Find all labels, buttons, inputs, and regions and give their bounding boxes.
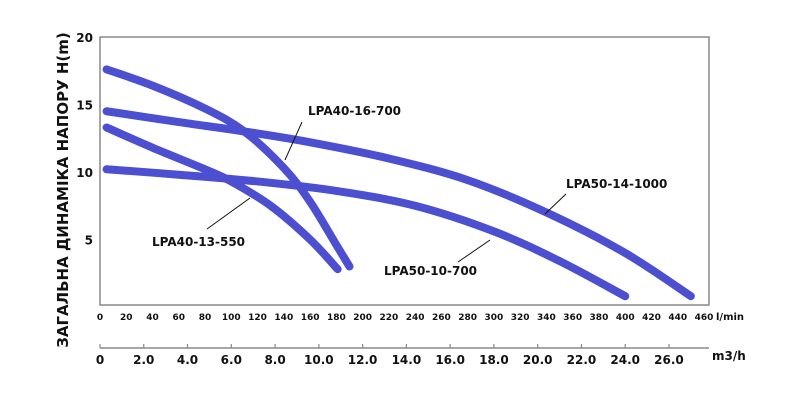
x2-tick-label: 4.0	[177, 353, 198, 367]
x-tick-label: 160	[301, 313, 320, 323]
x-tick-label: 100	[222, 313, 241, 323]
x-tick-label: 80	[199, 313, 212, 323]
x-tick-label: 360	[563, 313, 582, 323]
x-tick-label: 20	[120, 313, 133, 323]
x2-axis-unit-m3h: m3/h	[712, 349, 746, 363]
x2-tick-label: 22.0	[567, 353, 597, 367]
x-tick-label: 0	[97, 313, 103, 323]
x2-tick-label: 2.0	[133, 353, 154, 367]
x-tick-label: 220	[379, 313, 398, 323]
x-tick-label: 380	[590, 313, 609, 323]
x2-tick-label: 0	[96, 353, 104, 367]
x2-tick-label: 24.0	[610, 353, 640, 367]
x2-tick-label: 20.0	[523, 353, 553, 367]
x-tick-label: 60	[173, 313, 186, 323]
x-tick-label: 280	[458, 313, 477, 323]
x2-tick-label: 14.0	[392, 353, 422, 367]
x-tick-label: 180	[327, 313, 346, 323]
y-tick-label: 5	[85, 234, 93, 248]
x-tick-label: 240	[406, 313, 425, 323]
x2-tick-label: 12.0	[348, 353, 378, 367]
x2-tick-label: 26.0	[654, 353, 684, 367]
x2-tick-label: 8.0	[264, 353, 285, 367]
curve-lpa50-10-700	[102, 165, 630, 301]
x-tick-label: 320	[511, 313, 530, 323]
x-tick-label: 300	[485, 313, 504, 323]
leader-lpa40-16-700	[284, 121, 303, 161]
x-tick-label: 200	[353, 313, 372, 323]
series-label-lpa40-16-700: LPA40-16-700	[308, 104, 401, 118]
x-tick-label: 120	[248, 313, 267, 323]
x-tick-label: 260	[432, 313, 451, 323]
y-tick-label: 15	[76, 99, 93, 113]
x-tick-label: 440	[668, 313, 687, 323]
series-label-lpa40-13-550: LPA40-13-550	[152, 235, 245, 249]
x-tick-label: 340	[537, 313, 556, 323]
plot-frame	[99, 36, 710, 306]
leader-lpa40-13-550	[206, 197, 251, 230]
y-tick-label: 10	[76, 166, 93, 180]
leader-lpa50-10-700	[457, 239, 491, 263]
y-axis-label: ЗАГАЛЬНА ДИНАМІКА НАПОРУ H(m)	[54, 32, 72, 348]
x-tick-label: 40	[146, 313, 159, 323]
series-label-lpa50-14-1000: LPA50-14-1000	[566, 177, 667, 191]
x2-tick-label: 6.0	[221, 353, 242, 367]
curve-lpa50-14-1000	[102, 107, 695, 301]
curve-lpa40-16-700	[102, 65, 354, 271]
leader-lpa50-14-1000	[544, 193, 567, 215]
x-tick-label: 460	[695, 313, 714, 323]
x-axis-unit-lmin: l/min	[716, 312, 744, 323]
series-label-lpa50-10-700: LPA50-10-700	[384, 264, 477, 278]
y-tick-label: 20	[76, 31, 93, 45]
x-tick-label: 140	[274, 313, 293, 323]
x2-tick-label: 16.0	[435, 353, 465, 367]
x-tick-label: 400	[616, 313, 635, 323]
x2-tick-label: 18.0	[479, 353, 509, 367]
x-tick-label: 420	[642, 313, 661, 323]
x2-tick-label: 10.0	[304, 353, 334, 367]
